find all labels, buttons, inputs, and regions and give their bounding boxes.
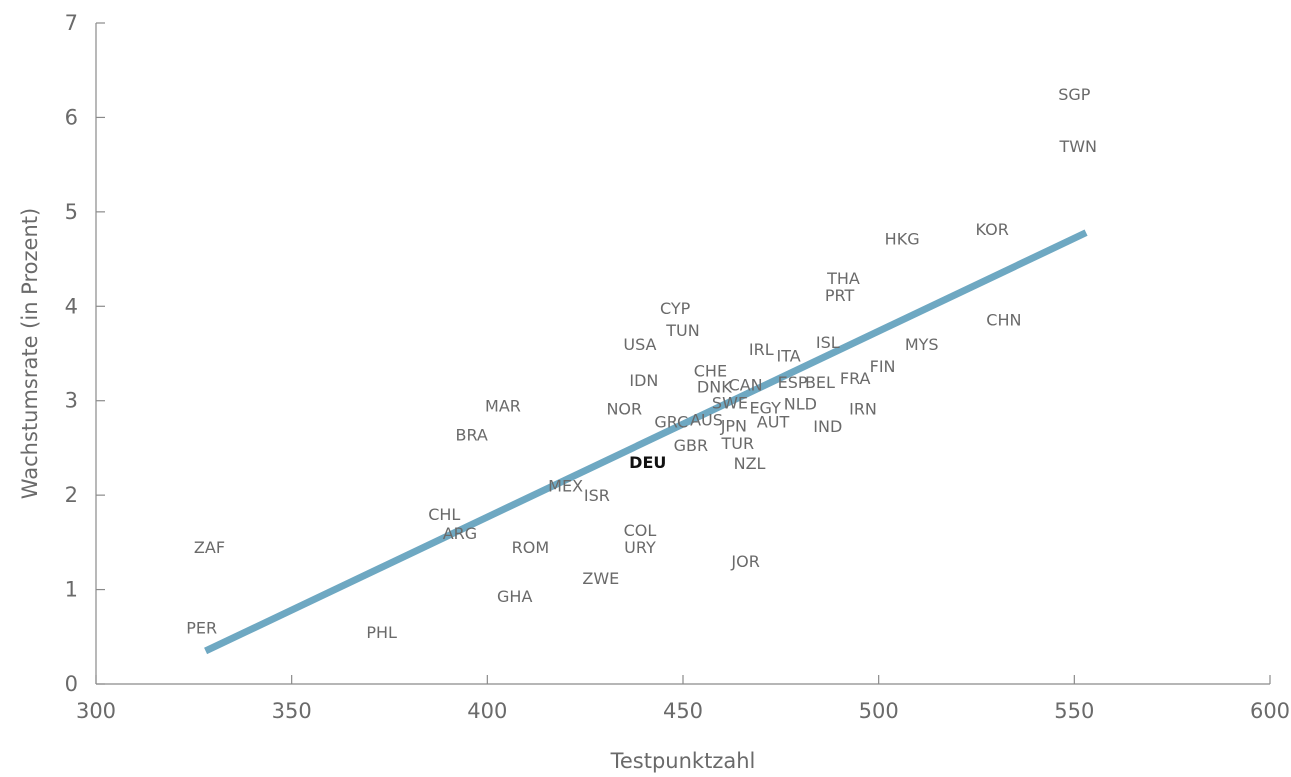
point-label-nld: NLD xyxy=(784,395,817,414)
point-label-tun: TUN xyxy=(665,321,699,340)
x-tick-label: 550 xyxy=(1054,699,1094,723)
y-tick-label: 7 xyxy=(65,11,78,35)
y-tick-label: 4 xyxy=(65,294,78,318)
point-label-nzl: NZL xyxy=(734,454,766,473)
point-label-gbr: GBR xyxy=(674,436,709,455)
point-label-can: CAN xyxy=(729,376,763,395)
point-label-isl: ISL xyxy=(816,333,840,352)
point-label-ind: IND xyxy=(813,417,842,436)
x-tick-label: 600 xyxy=(1250,699,1290,723)
point-label-mex: MEX xyxy=(548,477,583,496)
point-label-arg: ARG xyxy=(443,524,477,543)
point-label-hkg: HKG xyxy=(885,229,920,248)
y-tick-label: 6 xyxy=(65,105,78,129)
point-label-chl: CHL xyxy=(428,505,460,524)
point-label-che: CHE xyxy=(694,361,727,380)
point-label-jpn: JPN xyxy=(720,416,747,435)
point-label-fin: FIN xyxy=(870,357,896,376)
point-label-phl: PHL xyxy=(366,623,397,642)
point-label-zwe: ZWE xyxy=(582,569,619,588)
point-label-ita: ITA xyxy=(777,346,801,365)
point-label-idn: IDN xyxy=(629,371,658,390)
point-label-egy: EGY xyxy=(749,398,781,417)
point-label-bra: BRA xyxy=(455,426,487,445)
point-label-sgp: SGP xyxy=(1058,85,1091,104)
x-tick-label: 500 xyxy=(859,699,899,723)
point-label-cyp: CYP xyxy=(660,299,691,318)
point-label-tur: TUR xyxy=(720,434,754,453)
point-label-usa: USA xyxy=(623,335,656,354)
x-tick-label: 400 xyxy=(467,699,507,723)
y-tick-label: 1 xyxy=(65,578,78,602)
point-label-ury: URY xyxy=(624,538,656,557)
point-label-col: COL xyxy=(624,521,657,540)
point-label-swe: SWE xyxy=(712,394,748,413)
point-label-irn: IRN xyxy=(849,399,877,418)
y-tick-label: 2 xyxy=(65,483,78,507)
x-axis-title: Testpunktzahl xyxy=(610,749,756,773)
tick-labels: 0 1 2 3 4 5 6 7 300 350 400 450 500 550 600 xyxy=(65,11,1290,723)
point-label-prt: PRT xyxy=(825,286,855,305)
y-tick-label: 0 xyxy=(65,672,78,696)
x-tick-label: 300 xyxy=(76,699,116,723)
point-label-jor: JOR xyxy=(730,552,759,571)
y-axis-title: Wachstumsrate (in Prozent) xyxy=(18,208,42,499)
point-label-aut: AUT xyxy=(757,412,790,431)
x-tick-label: 450 xyxy=(663,699,703,723)
point-label-dnk: DNK xyxy=(697,378,732,397)
y-tick-label: 3 xyxy=(65,389,78,413)
point-label-irl: IRL xyxy=(749,340,774,359)
point-label-chn: CHN xyxy=(986,311,1021,330)
point-label-esp: ESP xyxy=(778,373,808,392)
point-label-grc: GRC xyxy=(654,412,688,431)
point-label-mys: MYS xyxy=(905,335,939,354)
y-tick-label: 5 xyxy=(65,200,78,224)
point-label-per: PER xyxy=(186,618,217,637)
point-label-isr: ISR xyxy=(584,486,610,505)
point-label-aus: AUS xyxy=(690,411,723,430)
point-label-gha: GHA xyxy=(497,587,532,606)
point-label-tha: THA xyxy=(826,269,860,288)
trendline xyxy=(204,229,1088,655)
point-label-bel: BEL xyxy=(805,373,835,392)
trendline-layer xyxy=(204,229,1088,655)
x-tick-label: 350 xyxy=(272,699,312,723)
point-label-twn: TWN xyxy=(1058,137,1097,156)
axes xyxy=(95,22,1271,685)
point-label-mar: MAR xyxy=(485,396,521,415)
point-label-nor: NOR xyxy=(606,399,642,418)
point-label-kor: KOR xyxy=(975,220,1008,239)
point-label-zaf: ZAF xyxy=(194,538,225,557)
point-label-deu: DEU xyxy=(629,453,666,472)
point-label-rom: ROM xyxy=(512,538,550,557)
point-label-fra: FRA xyxy=(840,369,871,388)
